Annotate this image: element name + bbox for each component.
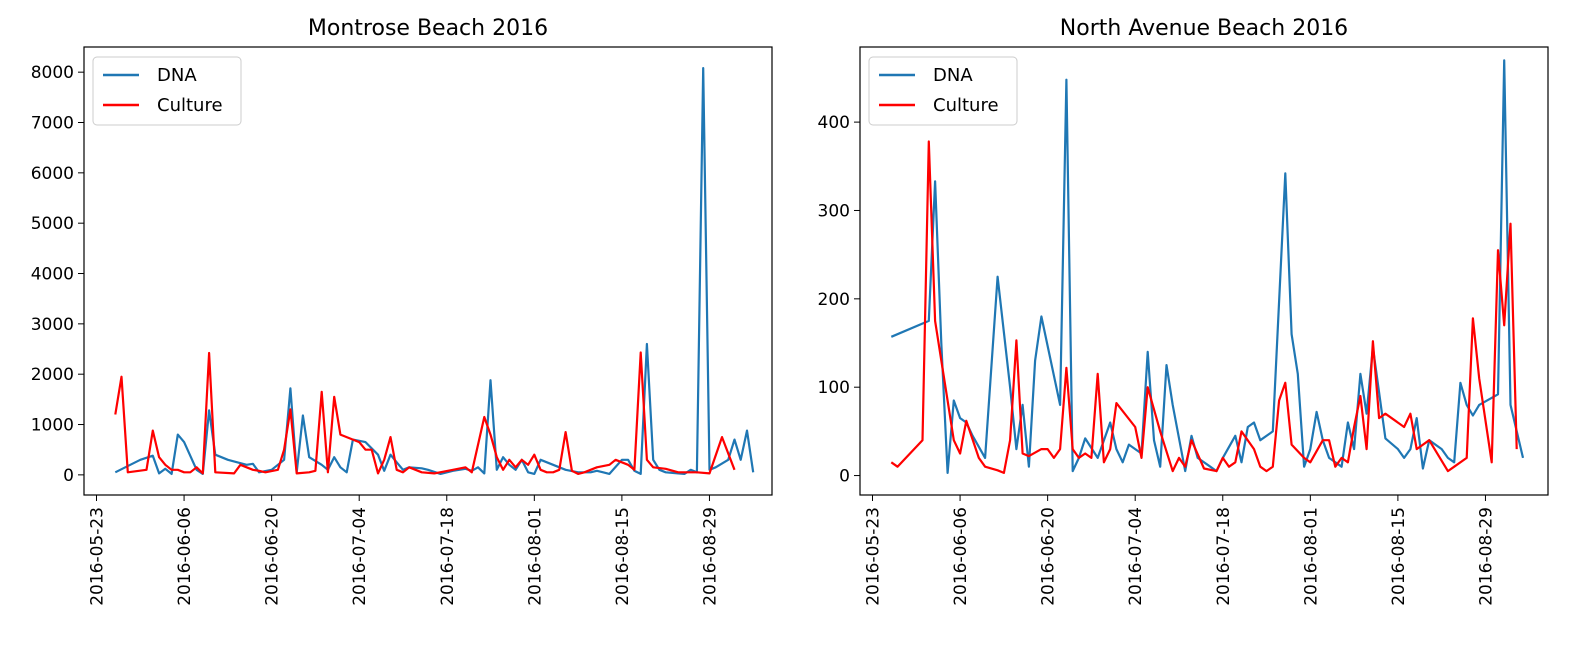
legend-label-dna: DNA: [157, 65, 197, 86]
y-tick-label: 0: [63, 466, 74, 486]
x-tick-label: 2016-08-15: [613, 507, 633, 606]
x-tick-label: 2016-08-01: [525, 507, 545, 606]
x-tick-label: 2016-06-20: [263, 507, 283, 606]
x-tick-label: 2016-07-18: [1214, 507, 1234, 606]
y-tick-label: 5000: [31, 214, 74, 234]
plot-area: [890, 59, 1525, 474]
chart-panel-2: North Avenue Beach 2016 0 100 200 300 400 2016…: [818, 16, 1549, 606]
y-tick-label: 400: [818, 113, 850, 133]
x-tick-label: 2016-07-04: [350, 507, 370, 606]
y-tick-label: 2000: [31, 365, 74, 385]
axes-frame: [83, 46, 773, 496]
legend-label-culture: Culture: [157, 95, 223, 116]
legend: DNA Culture: [868, 56, 1018, 126]
x-tick-label: 2016-06-20: [1039, 507, 1059, 606]
series-line-dna: [114, 66, 755, 475]
chart-panel-1: Montrose Beach 2016 0 1000 2000 3000 4000 5000…: [31, 16, 773, 606]
y-tick-label: 300: [818, 201, 850, 221]
x-tick-label: 2016-08-29: [1476, 507, 1496, 606]
x-tick-label: 2016-05-23: [864, 507, 884, 606]
y-tick-label: 0: [839, 467, 850, 487]
legend-label-culture: Culture: [933, 95, 999, 116]
axes-frame: [859, 46, 1549, 496]
x-tick-label: 2016-07-04: [1126, 507, 1146, 606]
plot-area: [114, 66, 755, 475]
x-tick-label: 2016-05-23: [88, 507, 108, 606]
x-tick-label: 2016-06-06: [951, 507, 971, 606]
y-tick-label: 8000: [31, 63, 74, 83]
x-tick-label: 2016-08-15: [1389, 507, 1409, 606]
x-tick-label: 2016-08-29: [700, 507, 720, 606]
legend-label-dna: DNA: [933, 65, 973, 86]
y-tick-label: 200: [818, 290, 850, 310]
x-tick-label: 2016-07-18: [438, 507, 458, 606]
series-line-culture: [890, 140, 1518, 474]
y-tick-label: 3000: [31, 315, 74, 335]
legend: DNA Culture: [92, 56, 242, 126]
y-tick-label: 6000: [31, 164, 74, 184]
y-tick-label: 7000: [31, 114, 74, 134]
x-tick-label: 2016-08-01: [1301, 507, 1321, 606]
y-tick-label: 1000: [31, 416, 74, 436]
chart-title: Montrose Beach 2016: [308, 16, 548, 41]
chart-title: North Avenue Beach 2016: [1060, 16, 1348, 41]
y-tick-label: 4000: [31, 265, 74, 285]
y-tick-label: 100: [818, 378, 850, 398]
x-tick-label: 2016-06-06: [175, 507, 195, 606]
series-line-culture: [114, 351, 736, 475]
